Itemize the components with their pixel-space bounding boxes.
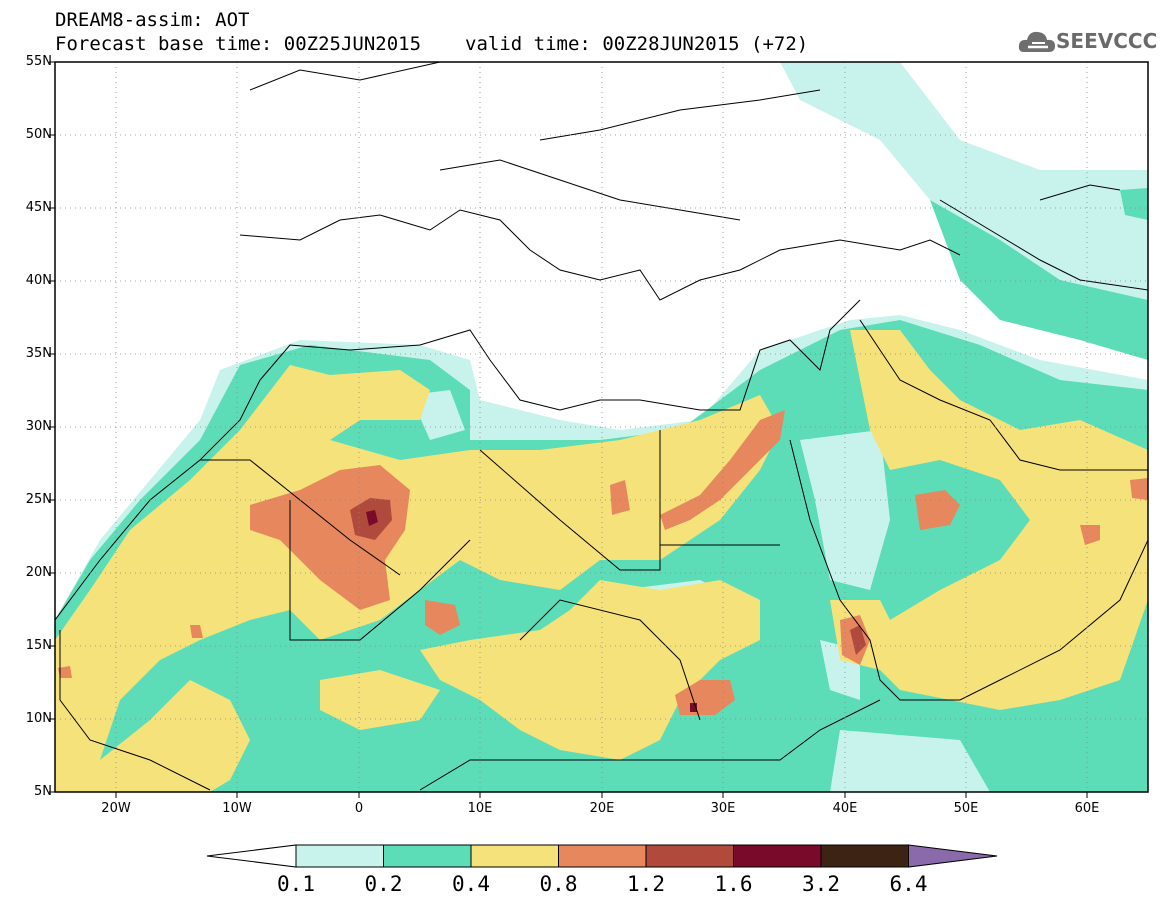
colorbar-label: 0.2	[364, 872, 403, 896]
lon-label: 20E	[589, 801, 615, 816]
colorbar-bin-2	[383, 844, 472, 868]
lat-label: 40N	[25, 273, 52, 288]
lon-label: 60E	[1074, 801, 1100, 816]
colorbar-over-arrow	[908, 844, 998, 868]
cloud-logo-icon	[1018, 31, 1055, 52]
colorbar-bin-6	[733, 844, 822, 868]
colorbar-under-arrow	[206, 844, 297, 868]
lon-label: 50E	[953, 801, 979, 816]
colorbar-bin-7	[820, 844, 909, 868]
base-time: Forecast base time: 00Z25JUN2015	[55, 33, 422, 55]
colorbar-bin-4	[558, 844, 647, 868]
lat-label: 10N	[25, 711, 52, 726]
lat-label: 20N	[25, 565, 52, 580]
map-title: DREAM8-assim: AOT	[55, 9, 250, 31]
lon-label: 40E	[832, 801, 858, 816]
lat-label: 5N	[34, 784, 52, 799]
lat-label: 45N	[25, 200, 52, 215]
colorbar-label: 1.6	[714, 872, 753, 896]
colorbar	[206, 844, 998, 868]
lon-label: 20W	[101, 801, 131, 816]
colorbar-bin-3	[470, 844, 559, 868]
colorbar-label: 3.2	[802, 872, 840, 896]
lat-label: 50N	[25, 127, 52, 142]
lon-label: 30E	[710, 801, 736, 816]
lat-label: 30N	[25, 419, 52, 434]
logo-text: SEEVCCC	[1056, 29, 1158, 53]
colorbar-label: 0.4	[452, 872, 490, 896]
colorbar-bin-5	[645, 844, 734, 868]
colorbar-label: 6.4	[889, 872, 928, 896]
valid-time: valid time: 00Z28JUN2015 (+72)	[465, 33, 809, 55]
lon-label: 10W	[222, 801, 252, 816]
colorbar-bin-1	[295, 844, 384, 868]
lat-label: 35N	[25, 346, 52, 361]
colorbar-label: 0.8	[539, 872, 578, 896]
lat-label: 15N	[25, 638, 52, 653]
colorbar-label: 0.1	[277, 872, 315, 896]
lat-label: 25N	[25, 492, 52, 507]
lon-label: 0	[354, 801, 364, 816]
lon-label: 10E	[467, 801, 493, 816]
lat-label: 55N	[25, 54, 52, 69]
forecast-times: Forecast base time: 00Z25JUN2015 valid ti…	[55, 34, 808, 54]
colorbar-label: 1.2	[627, 872, 665, 896]
aot-contour-fields	[55, 62, 1148, 792]
